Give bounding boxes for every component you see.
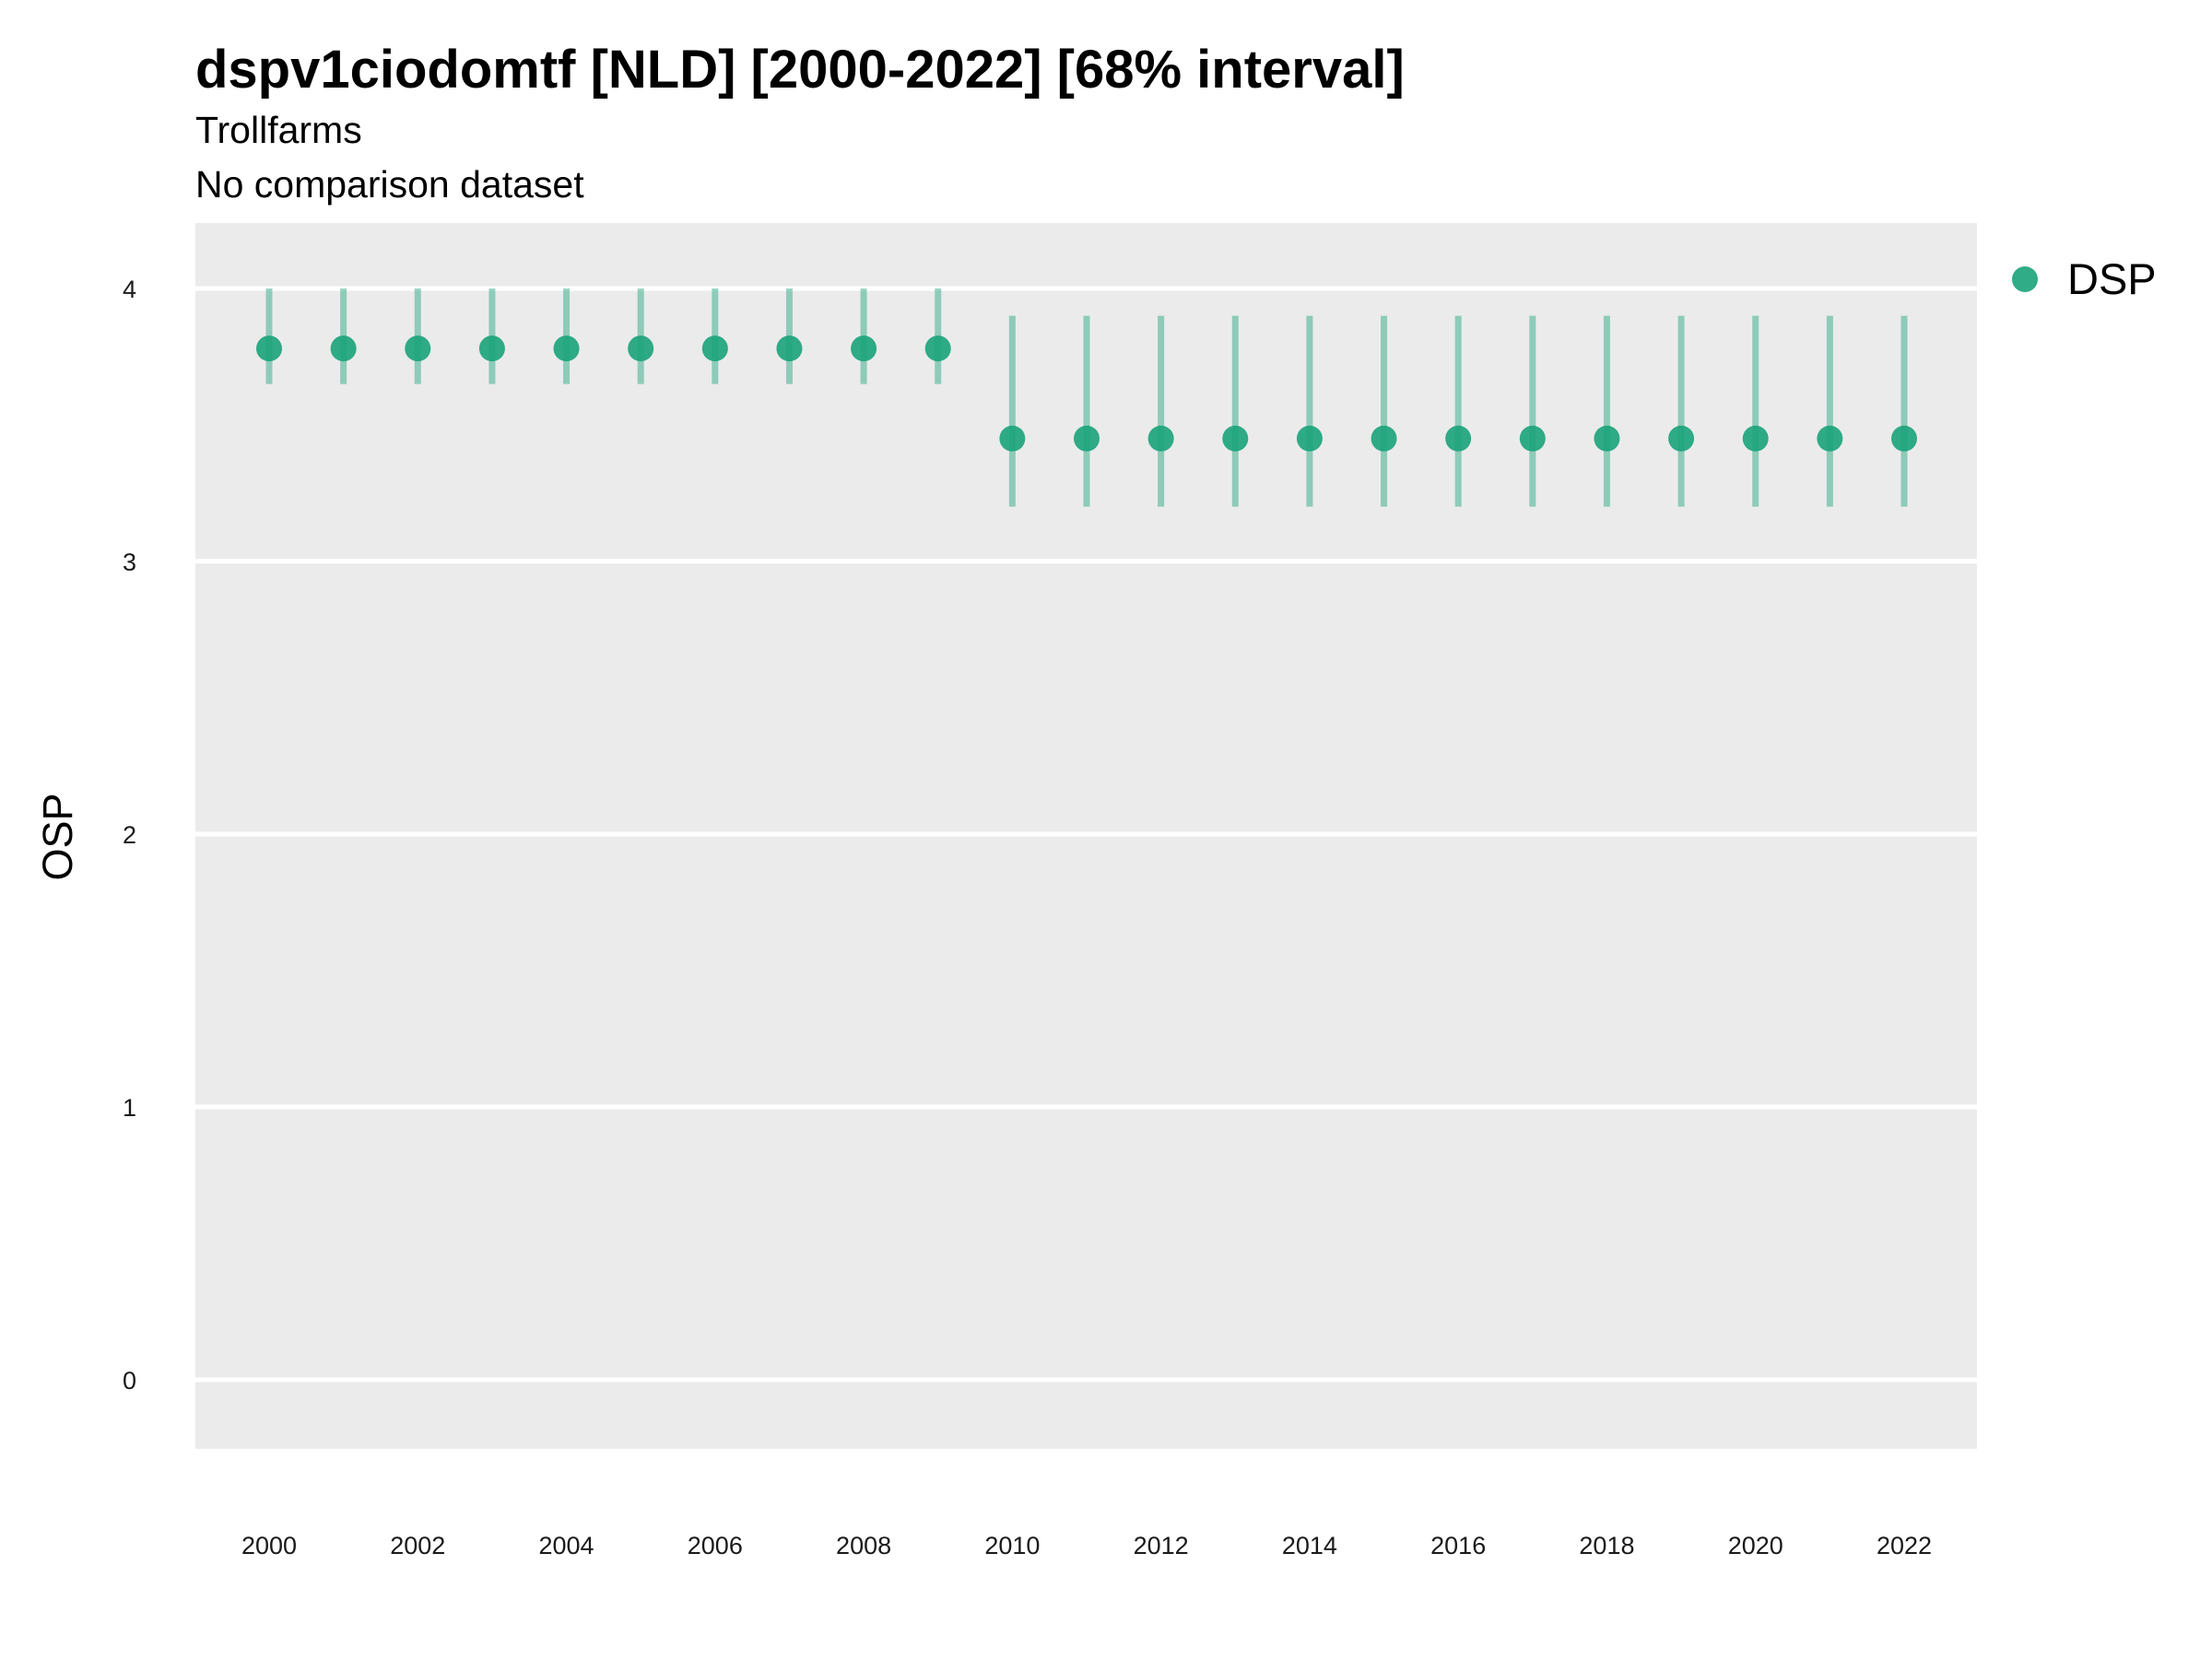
- data-point: [1074, 425, 1100, 452]
- y-axis-ticks: 0 1 2 3 4: [123, 276, 136, 1394]
- chart-title: dspv1ciodomtf [NLD] [2000-2022] [68% int…: [195, 40, 1405, 100]
- x-tick-label: 2008: [836, 1532, 891, 1559]
- data-point: [1817, 425, 1843, 452]
- data-point: [1519, 425, 1546, 452]
- legend: DSP: [2012, 254, 2157, 303]
- x-tick-label: 2018: [1579, 1532, 1634, 1559]
- x-tick-label: 2020: [1728, 1532, 1783, 1559]
- data-point: [478, 335, 505, 362]
- chart-subtitle: Trollfarms: [195, 109, 362, 151]
- legend-label-dsp: DSP: [2067, 254, 2157, 303]
- data-point: [924, 335, 951, 362]
- y-tick-label: 0: [123, 1367, 136, 1394]
- x-tick-label: 2000: [241, 1532, 297, 1559]
- gridlines: [195, 286, 1977, 1382]
- x-axis-ticks: 2000 2002 2004 2006 2008 2010 2012 2014 2016 2018…: [241, 1532, 1932, 1559]
- data-point: [851, 335, 877, 362]
- data-point: [1371, 425, 1397, 452]
- data-point: [776, 335, 803, 362]
- x-tick-label: 2012: [1134, 1532, 1189, 1559]
- y-tick-label: 4: [123, 276, 136, 303]
- y-axis-label: OSP: [34, 793, 81, 880]
- data-point: [999, 425, 1026, 452]
- data-point: [256, 335, 282, 362]
- y-tick-label: 3: [123, 548, 136, 576]
- data-point: [330, 335, 357, 362]
- chart-caption: No comparison dataset: [195, 163, 584, 206]
- x-tick-label: 2014: [1282, 1532, 1337, 1559]
- data-point: [1594, 425, 1620, 452]
- data-point: [1891, 425, 1917, 452]
- y-tick-label: 2: [123, 821, 136, 849]
- x-tick-label: 2004: [539, 1532, 594, 1559]
- data-point: [1445, 425, 1472, 452]
- data-point: [1296, 425, 1323, 452]
- data-point: [405, 335, 431, 362]
- data-point: [1742, 425, 1769, 452]
- legend-key-dsp: [2012, 266, 2038, 292]
- x-tick-label: 2016: [1430, 1532, 1486, 1559]
- data-point: [1668, 425, 1695, 452]
- data-point: [628, 335, 654, 362]
- data-point: [553, 335, 580, 362]
- x-tick-label: 2010: [984, 1532, 1040, 1559]
- x-tick-label: 2006: [688, 1532, 743, 1559]
- data-point: [1147, 425, 1174, 452]
- x-tick-label: 2022: [1877, 1532, 1932, 1559]
- data-point: [1222, 425, 1249, 452]
- data-points: [256, 335, 1917, 452]
- y-tick-label: 1: [123, 1094, 136, 1122]
- x-tick-label: 2002: [390, 1532, 445, 1559]
- data-point: [701, 335, 728, 362]
